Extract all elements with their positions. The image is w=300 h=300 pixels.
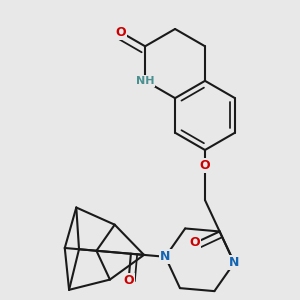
Text: N: N xyxy=(160,250,170,263)
Text: NH: NH xyxy=(136,76,154,86)
Text: O: O xyxy=(115,26,126,39)
Text: O: O xyxy=(190,236,200,249)
Text: O: O xyxy=(200,159,210,172)
Text: O: O xyxy=(123,274,134,287)
Text: N: N xyxy=(229,256,239,269)
